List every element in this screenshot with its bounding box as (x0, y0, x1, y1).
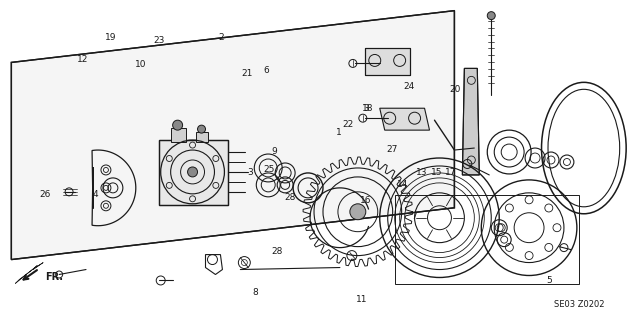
Circle shape (173, 120, 182, 130)
Text: 12: 12 (77, 55, 89, 64)
Polygon shape (159, 140, 228, 205)
Text: 16: 16 (360, 196, 372, 205)
Text: 1: 1 (336, 128, 342, 137)
Circle shape (350, 204, 366, 220)
Text: 6: 6 (263, 66, 269, 75)
Text: 3: 3 (247, 168, 253, 177)
Text: 15: 15 (431, 168, 442, 177)
Text: FR.: FR. (45, 272, 63, 283)
Text: 19: 19 (105, 33, 116, 42)
Text: 4: 4 (93, 190, 99, 199)
Text: 5: 5 (547, 276, 552, 285)
Text: SE03 Z0202: SE03 Z0202 (554, 300, 604, 309)
Text: 3: 3 (363, 104, 369, 113)
Text: 24: 24 (404, 82, 415, 91)
Circle shape (198, 125, 205, 133)
Text: 23: 23 (154, 36, 165, 45)
Polygon shape (380, 108, 429, 130)
Text: 28: 28 (271, 247, 283, 256)
Text: 22: 22 (342, 120, 354, 129)
Circle shape (487, 12, 495, 19)
Text: 2: 2 (218, 33, 224, 42)
Polygon shape (171, 128, 186, 142)
Text: 14: 14 (397, 181, 408, 189)
Text: 8: 8 (252, 288, 258, 297)
Text: 26: 26 (39, 190, 51, 199)
Polygon shape (196, 132, 209, 142)
Text: 13: 13 (416, 168, 428, 177)
Text: 11: 11 (356, 295, 367, 304)
Polygon shape (462, 68, 479, 175)
Circle shape (188, 167, 198, 177)
Text: 27: 27 (387, 145, 397, 154)
Polygon shape (15, 263, 44, 284)
Text: 25: 25 (263, 165, 275, 174)
Text: 18: 18 (362, 104, 374, 113)
Text: 9: 9 (271, 147, 277, 156)
Text: 28: 28 (284, 193, 296, 202)
Text: 20: 20 (449, 85, 461, 94)
Polygon shape (365, 48, 410, 75)
Text: 17: 17 (445, 168, 456, 177)
Text: 21: 21 (241, 69, 252, 78)
Text: 7: 7 (412, 212, 417, 221)
Text: 10: 10 (134, 60, 146, 69)
Polygon shape (12, 11, 454, 260)
